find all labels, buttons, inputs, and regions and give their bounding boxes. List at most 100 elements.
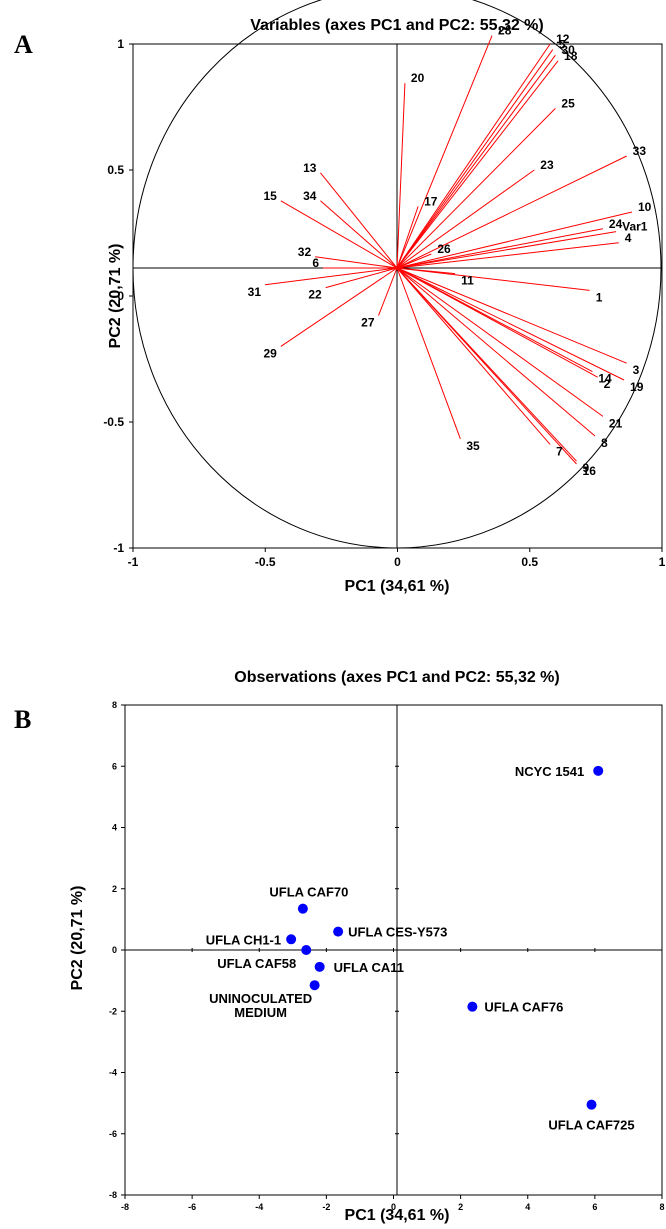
- chart-a-y-axis-label: PC2 (20,71 %): [107, 244, 124, 349]
- vector-34: [320, 200, 398, 269]
- vector-label-26: 26: [437, 242, 451, 256]
- vector-3: [396, 267, 627, 364]
- vector-label-2: 2: [604, 377, 611, 391]
- vector-label-21: 21: [609, 416, 623, 430]
- vector-label-32: 32: [298, 245, 312, 259]
- vector-label-16: 16: [583, 464, 597, 478]
- point-label-ufla-ces-y573: UFLA CES-Y573: [348, 925, 447, 940]
- vector-19: [396, 267, 625, 381]
- point-label-ufla-ch1-1: UFLA CH1-1: [206, 932, 281, 947]
- vector-label-8: 8: [601, 436, 608, 450]
- point-ufla-caf725: [586, 1099, 597, 1110]
- observations-scatter-chart: Observations (axes PC1 and PC2: 55,32 %)…: [69, 669, 665, 1224]
- chart-b-y-tick-label: 0: [112, 945, 117, 955]
- chart-a-x-tick-label: -0.5: [255, 555, 276, 569]
- chart-a-y-tick-label: 0: [117, 289, 124, 303]
- vector-label-5: 5: [559, 38, 566, 52]
- vector-label-29: 29: [263, 346, 277, 360]
- variables-correlation-circle-chart: Variables (axes PC1 and PC2: 55,32 %) -1…: [103, 0, 666, 595]
- point-label-ncyc-1541: NCYC 1541: [515, 764, 584, 779]
- point-label-ufla-caf70: UFLA CAF70: [269, 885, 348, 900]
- panel-b-letter: B: [14, 705, 32, 734]
- vector-22: [325, 267, 398, 289]
- chart-b-y-axis-label: PC2 (20,71 %): [69, 886, 86, 991]
- vector-18: [396, 60, 559, 269]
- vector-label-11: 11: [461, 274, 474, 288]
- point-ufla-ca11: [314, 961, 325, 972]
- chart-a-y-tick-label: 1: [117, 37, 124, 51]
- vector-1: [396, 267, 590, 291]
- chart-a-title: Variables (axes PC1 and PC2: 55,32 %): [250, 17, 543, 34]
- chart-b-title: Observations (axes PC1 and PC2: 55,32 %): [234, 669, 559, 686]
- vector-label-9: 9: [583, 461, 590, 475]
- chart-b-x-tick-label: 2: [458, 1202, 463, 1212]
- vector-5: [396, 49, 554, 269]
- vector-label-6: 6: [312, 256, 319, 270]
- panel-a-letter: A: [14, 30, 33, 59]
- vector-27: [378, 267, 398, 316]
- vector-4: [396, 242, 619, 269]
- vector-15: [280, 200, 398, 269]
- vector-label-15: 15: [263, 189, 277, 203]
- chart-a-x-tick-label: 0: [394, 555, 401, 569]
- chart-b-y-tick-label: -2: [109, 1006, 117, 1016]
- chart-b-x-tick-label: -6: [188, 1202, 196, 1212]
- point-label-uninoculated-medium-line2: MEDIUM: [234, 1005, 287, 1020]
- vector-8: [396, 267, 596, 437]
- vector-label-10: 10: [638, 200, 652, 214]
- vector-label-7: 7: [556, 444, 563, 458]
- chart-b-y-tick-label: 8: [112, 700, 117, 710]
- point-ufla-caf76: [467, 1001, 478, 1012]
- chart-b-y-tick-label: -6: [109, 1129, 117, 1139]
- point-label-ufla-caf725: UFLA CAF725: [548, 1118, 634, 1133]
- vector-33: [396, 155, 627, 269]
- vector-label-23: 23: [540, 158, 554, 172]
- point-ufla-caf70: [297, 903, 308, 914]
- chart-a-x-tick-label: -1: [128, 555, 139, 569]
- vector-label-25: 25: [561, 96, 575, 110]
- vector-label-1: 1: [596, 290, 603, 304]
- chart-b-x-axis-label: PC1 (34,61 %): [345, 1207, 450, 1224]
- chart-a-x-tick-label: 1: [659, 555, 666, 569]
- vector-label-30: 30: [561, 43, 575, 57]
- chart-b-x-tick-label: 4: [525, 1202, 530, 1212]
- vector-label-3: 3: [633, 363, 640, 377]
- point-label-ufla-caf58: UFLA CAF58: [217, 956, 296, 971]
- chart-a-y-tick-label: 0.5: [107, 163, 124, 177]
- vector-14: [396, 267, 593, 373]
- vector-28: [396, 35, 493, 269]
- vector-label-12: 12: [556, 32, 570, 46]
- vector-29: [280, 267, 398, 347]
- vector-label-33: 33: [633, 144, 647, 158]
- vector-label-19: 19: [630, 380, 644, 394]
- vector-11: [396, 267, 456, 275]
- chart-b-y-tick-label: -8: [109, 1190, 117, 1200]
- vector-label-20: 20: [411, 71, 425, 85]
- chart-b-y-tick-label: -4: [109, 1068, 117, 1078]
- vector-16: [396, 267, 577, 465]
- chart-a-x-axis-label: PC1 (34,61 %): [345, 578, 450, 595]
- vector-label-17: 17: [424, 194, 438, 208]
- point-ncyc-1541: [593, 765, 604, 776]
- vector-20: [396, 83, 406, 269]
- vector-label-18: 18: [564, 49, 578, 63]
- vector-25: [396, 108, 556, 269]
- vector-label-4: 4: [625, 231, 632, 245]
- vector-32: [315, 256, 398, 269]
- chart-b-y-tick-label: 2: [112, 884, 117, 894]
- vector-label-31: 31: [248, 285, 262, 299]
- chart-b-x-tick-label: -8: [121, 1202, 129, 1212]
- chart-a-y-tick-label: -0.5: [103, 415, 124, 429]
- vector-label-35: 35: [466, 439, 480, 453]
- vector-21: [396, 267, 604, 417]
- chart-b-x-tick-label: 6: [592, 1202, 597, 1212]
- vector-label-13: 13: [303, 161, 317, 175]
- vector-label-var1: Var1: [622, 220, 648, 234]
- vector-10: [396, 211, 633, 269]
- vector-7: [396, 267, 551, 445]
- vector-12: [396, 43, 551, 269]
- chart-a-y-tick-label: -1: [113, 541, 124, 555]
- point-label-uninoculated-medium-line1: UNINOCULATED: [209, 991, 312, 1006]
- vector-31: [264, 267, 398, 286]
- chart-a-x-tick-label: 0.5: [521, 555, 538, 569]
